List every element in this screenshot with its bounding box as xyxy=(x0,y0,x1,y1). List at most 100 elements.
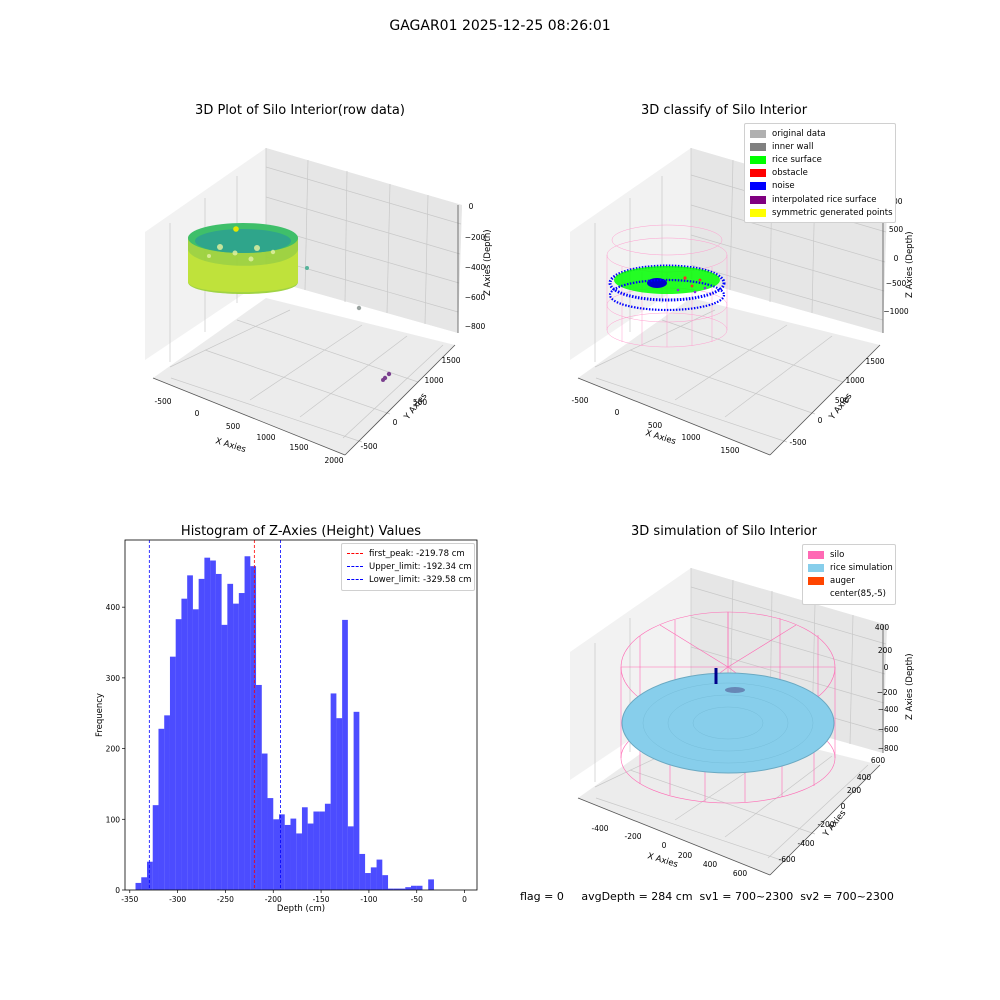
histogram-bar xyxy=(204,557,211,890)
legend-label: first_peak: -219.78 cm xyxy=(369,548,465,559)
y-tick-label: 100 xyxy=(106,815,121,824)
legend-entry: noise xyxy=(750,180,890,193)
histogram-bar xyxy=(169,656,176,890)
x-tick-label: -200 xyxy=(624,832,641,841)
histogram-bar xyxy=(376,859,383,890)
legend-label: symmetric generated points xyxy=(772,207,893,218)
legend-label: Upper_limit: -192.34 cm xyxy=(369,561,472,572)
histogram-bar xyxy=(290,818,297,890)
histogram-bar xyxy=(261,753,268,890)
histogram-bar xyxy=(307,823,314,890)
y-tick-label: 0 xyxy=(115,886,120,895)
histogram-legend: first_peak: -219.78 cm Upper_limit: -192.… xyxy=(341,543,475,591)
histogram-bar xyxy=(221,624,228,890)
histogram-bar xyxy=(215,573,222,890)
y-tick-label: 0 xyxy=(841,802,846,811)
legend-label: rice surface xyxy=(772,154,822,165)
legend-entry: original data xyxy=(750,127,890,140)
legend-label: rice simulation xyxy=(830,562,893,573)
histogram-bar xyxy=(301,807,308,890)
legend-entry: auger xyxy=(808,574,890,587)
histogram-bar xyxy=(164,715,170,890)
legend-label: original data xyxy=(772,128,826,139)
y-tick-label: 500 xyxy=(835,396,850,405)
z-tick-label: 400 xyxy=(875,623,890,632)
y-tick-label: 500 xyxy=(413,398,428,407)
panel2-zlabel: Z Axies (Depth) xyxy=(905,231,915,298)
status-footer: flag = 0 avgDepth = 284 cm sv1 = 700~230… xyxy=(520,890,894,903)
histogram-bar xyxy=(279,814,285,890)
y-tick-label: 0 xyxy=(818,416,823,425)
panel4-xlabel: X Axies xyxy=(646,851,679,870)
legend-swatch xyxy=(808,563,824,572)
histogram-bar xyxy=(359,853,366,890)
y-tick-label: -200 xyxy=(817,820,834,829)
x-tick-label: 500 xyxy=(226,422,241,431)
y-tick-label: 200 xyxy=(106,745,121,754)
histogram-bar xyxy=(135,882,142,890)
y-tick-label: -500 xyxy=(360,442,377,451)
y-tick-label: 1500 xyxy=(865,357,884,366)
z-tick-label: −600 xyxy=(465,293,486,302)
legend-label: center(85,-5) xyxy=(830,589,886,600)
z-tick-label: −500 xyxy=(886,279,907,288)
legend-swatch xyxy=(750,195,766,204)
legend-label: noise xyxy=(772,181,795,192)
figure-title: GAGAR01 2025-12-25 08:26:01 xyxy=(389,18,611,34)
histogram-bar xyxy=(342,619,348,890)
x-tick-label: -50 xyxy=(411,895,423,904)
histogram-bar xyxy=(187,575,193,890)
x-tick-label: 1500 xyxy=(289,443,308,452)
histogram-bar xyxy=(233,603,239,890)
x-tick-label: 600 xyxy=(733,869,748,878)
histogram-ylabel: Frequency xyxy=(95,693,105,737)
legend-entry: first_peak: -219.78 cm xyxy=(347,547,469,560)
x-tick-label: 0 xyxy=(662,841,667,850)
legend-entry: obstacle xyxy=(750,167,890,180)
histogram-bar xyxy=(284,824,291,890)
histogram-xlabel: Depth (cm) xyxy=(277,904,325,914)
x-tick-label: 500 xyxy=(648,421,663,430)
histogram-bar xyxy=(238,593,245,890)
histogram-chart: -350 -300 -250 -200 -150 -100 -50 0 0 100 200 300 4… xyxy=(95,539,478,914)
x-tick-label: -200 xyxy=(265,895,282,904)
x-tick-label: 1000 xyxy=(681,433,700,442)
legend-label: silo xyxy=(830,549,845,560)
z-tick-label: −200 xyxy=(465,233,486,242)
histogram-bar xyxy=(336,718,343,890)
panel4-legend: silo rice simulation auger center(85,-5) xyxy=(802,544,896,605)
y-tick-label: -500 xyxy=(789,438,806,447)
y-tick-label: 1000 xyxy=(845,376,864,385)
histogram-bar xyxy=(181,598,188,890)
legend-swatch xyxy=(750,169,766,178)
x-tick-label: 1000 xyxy=(256,433,275,442)
y-tick-label: 1000 xyxy=(424,376,443,385)
z-tick-label: −400 xyxy=(465,263,486,272)
panel2-legend: original data inner wall rice surface obsta… xyxy=(744,123,896,224)
histogram-bar xyxy=(227,583,234,890)
z-tick-label: −400 xyxy=(878,705,899,714)
legend-swatch xyxy=(808,550,824,559)
panel1-xlabel: X Axies xyxy=(214,436,247,455)
legend-swatch xyxy=(750,155,766,164)
panel1-title: 3D Plot of Silo Interior(row data) xyxy=(195,103,405,118)
x-tick-label: 2000 xyxy=(324,456,343,465)
z-tick-label: 200 xyxy=(878,646,893,655)
z-tick-label: 0 xyxy=(884,663,889,672)
histogram-bar xyxy=(244,556,251,890)
y-tick-label: 1500 xyxy=(441,356,460,365)
histogram-bar xyxy=(382,875,389,890)
panel2-xlabel: X Axies xyxy=(644,428,677,447)
legend-entry: rice surface xyxy=(750,153,890,166)
legend-swatch xyxy=(347,566,363,568)
y-tick-label: -400 xyxy=(797,839,814,848)
histogram-bar xyxy=(411,885,417,890)
y-tick-label: 300 xyxy=(106,674,121,683)
histogram-bar xyxy=(175,619,182,890)
x-tick-label: -400 xyxy=(591,824,608,833)
histogram-bar xyxy=(296,833,302,890)
histogram-bar xyxy=(210,560,216,890)
legend-swatch xyxy=(808,576,824,585)
histogram-bar xyxy=(388,888,394,890)
legend-label: Lower_limit: -329.58 cm xyxy=(369,574,472,585)
